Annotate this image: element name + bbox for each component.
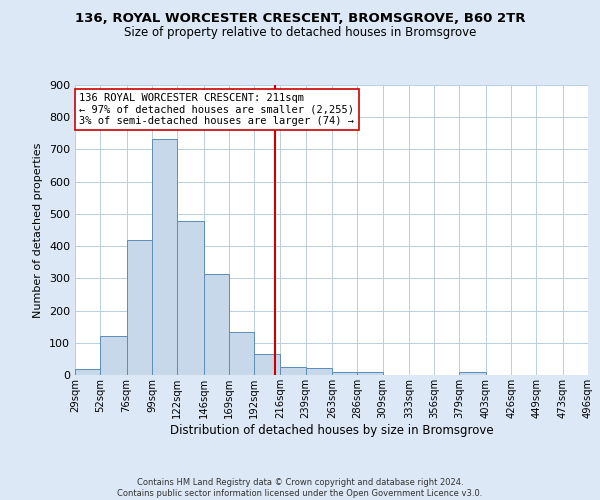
Bar: [332, 372, 358, 375]
Bar: [254, 354, 280, 375]
Bar: [177, 221, 203, 375]
Bar: [305, 368, 332, 375]
Bar: [75, 368, 100, 375]
Bar: [358, 372, 383, 375]
Bar: [152, 139, 177, 375]
Bar: [280, 367, 305, 375]
Text: 136, ROYAL WORCESTER CRESCENT, BROMSGROVE, B60 2TR: 136, ROYAL WORCESTER CRESCENT, BROMSGROV…: [75, 12, 525, 26]
Bar: [127, 240, 152, 375]
Bar: [100, 336, 127, 375]
X-axis label: Distribution of detached houses by size in Bromsgrove: Distribution of detached houses by size …: [170, 424, 493, 436]
Bar: [203, 274, 229, 375]
Text: 136 ROYAL WORCESTER CRESCENT: 211sqm
← 97% of detached houses are smaller (2,255: 136 ROYAL WORCESTER CRESCENT: 211sqm ← 9…: [79, 93, 355, 126]
Bar: [229, 332, 254, 375]
Y-axis label: Number of detached properties: Number of detached properties: [34, 142, 43, 318]
Text: Size of property relative to detached houses in Bromsgrove: Size of property relative to detached ho…: [124, 26, 476, 39]
Bar: [460, 372, 486, 375]
Text: Contains HM Land Registry data © Crown copyright and database right 2024.
Contai: Contains HM Land Registry data © Crown c…: [118, 478, 482, 498]
